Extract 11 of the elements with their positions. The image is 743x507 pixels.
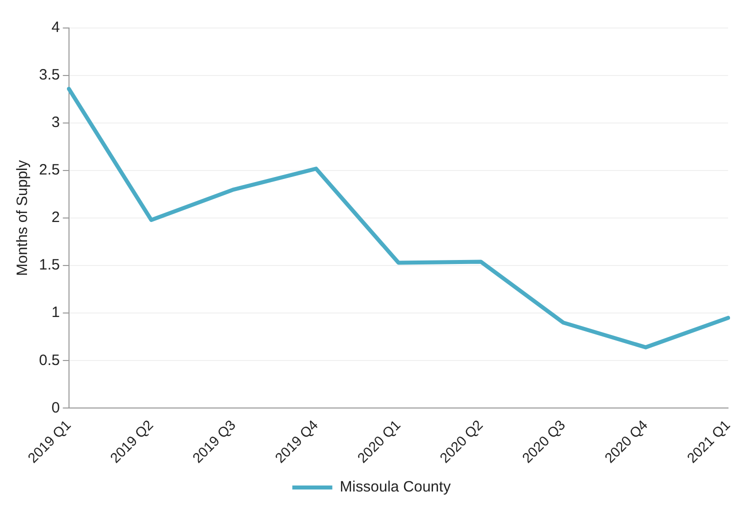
y-axis-title: Months of Supply <box>14 160 32 276</box>
legend-label: Missoula County <box>340 478 452 496</box>
y-tick-label: 1.5 <box>38 256 60 274</box>
y-tick-label: 1 <box>52 304 60 322</box>
y-tick-label: 0 <box>52 399 60 416</box>
y-tick-label: 2 <box>52 209 60 226</box>
y-tick-label: 0.5 <box>38 352 60 369</box>
y-tick-label: 2.5 <box>38 162 60 179</box>
y-tick-label: 3 <box>52 114 60 132</box>
y-tick-label: 4 <box>52 19 60 36</box>
y-tick-label: 3.5 <box>38 66 60 84</box>
